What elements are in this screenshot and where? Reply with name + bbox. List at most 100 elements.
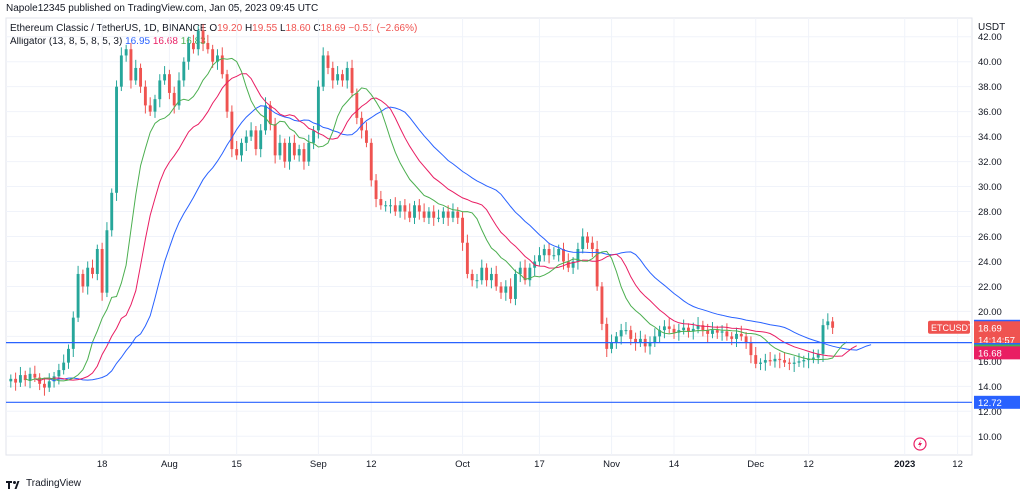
candle-body: [586, 236, 589, 243]
candle-body: [403, 205, 407, 212]
candle-body: [187, 42, 191, 62]
candle-body: [446, 211, 450, 218]
candle: [811, 349, 815, 364]
price-badge: [974, 321, 1020, 335]
candle-body: [509, 286, 513, 299]
candle-body: [739, 333, 743, 337]
x-tick-label: Sep: [310, 459, 327, 470]
candle: [355, 88, 359, 125]
candle-body: [384, 205, 388, 207]
candle-body: [91, 267, 94, 274]
candle: [715, 325, 719, 339]
price-badge-label: 14:14:57: [978, 336, 1015, 347]
candle: [754, 346, 758, 369]
candle-body: [62, 362, 66, 371]
candle-body: [259, 130, 263, 150]
candle-body: [81, 273, 85, 287]
ohlc-close: 18.69: [320, 23, 346, 34]
y-tick-label: 38.00: [978, 82, 1002, 93]
candle-body: [302, 149, 306, 162]
candle: [95, 244, 99, 281]
y-tick-label: 22.00: [978, 282, 1002, 293]
candle-body: [802, 360, 806, 362]
candle: [465, 234, 469, 279]
x-tick-label: Aug: [161, 459, 178, 470]
candle: [614, 332, 618, 349]
candle: [182, 57, 186, 87]
candle-body: [648, 342, 652, 347]
candle-body: [754, 355, 758, 364]
candle-body: [211, 49, 215, 62]
candle-body: [365, 130, 368, 143]
candle-body: [504, 286, 508, 293]
candle-body: [595, 248, 599, 287]
candle-body: [547, 248, 551, 256]
candle-body: [441, 211, 445, 218]
x-tick-label: 12: [803, 459, 814, 470]
candle-body: [110, 192, 114, 231]
y-tick-label: 14.00: [978, 382, 1002, 393]
candle: [542, 244, 546, 262]
candle-body: [552, 255, 556, 257]
y-tick-label: 36.00: [978, 107, 1002, 118]
candle: [119, 47, 123, 92]
candle: [634, 332, 638, 351]
candle: [528, 263, 532, 287]
symbol-tag-bg: [928, 320, 970, 334]
lightning-bolt-icon: [918, 440, 922, 448]
candle-body: [528, 267, 532, 281]
candle-body: [619, 330, 623, 337]
candle-body: [312, 130, 316, 143]
candle: [331, 61, 335, 89]
candle-body: [581, 236, 585, 249]
candle: [485, 263, 489, 287]
candle-body: [706, 330, 710, 334]
alligator-jaw-line: [49, 105, 872, 382]
y-tick-label: 42.00: [978, 32, 1002, 43]
candle-body: [437, 217, 440, 219]
candle-body: [307, 142, 311, 162]
candle-body: [811, 357, 815, 359]
candle: [38, 373, 42, 391]
candle: [76, 265, 80, 323]
symbol-row: Ethereum Classic / TetherUS, 1D, BINANCE…: [10, 22, 417, 35]
candle: [667, 318, 671, 334]
candle: [427, 207, 431, 225]
candle: [283, 138, 287, 168]
candle-body: [105, 230, 109, 293]
candle-body: [624, 330, 628, 332]
candle-body: [14, 378, 18, 383]
candle: [408, 203, 412, 223]
candle: [321, 47, 325, 92]
ohlc-open: 19.20: [217, 23, 243, 34]
candle: [547, 242, 551, 264]
y-tick-label: 10.00: [978, 432, 1002, 443]
indicator-title[interactable]: Alligator (13, 8, 5, 8, 5, 3): [10, 36, 123, 47]
candle-body: [240, 142, 243, 156]
x-tick-label: 18: [97, 459, 108, 470]
symbol-title[interactable]: Ethereum Classic / TetherUS, 1D, BINANCE: [10, 23, 207, 34]
candle: [254, 126, 258, 156]
candle-body: [33, 373, 37, 378]
candle: [653, 328, 657, 347]
candle-body: [331, 67, 335, 81]
candle: [687, 323, 690, 338]
candle: [586, 232, 589, 249]
ohlc-change: −0.51 (−2.66%): [348, 23, 418, 34]
candle: [67, 344, 70, 369]
x-tick-label: Oct: [455, 459, 470, 470]
candle: [365, 122, 368, 148]
candle: [398, 200, 402, 218]
symbol-tag-label: ETCUSDT: [931, 323, 974, 333]
candle-body: [735, 333, 738, 339]
candle-body: [826, 321, 830, 326]
x-tick-label: 14: [669, 459, 680, 470]
candle-body: [480, 267, 484, 281]
price-unit-label: USDT: [978, 22, 1006, 33]
candle-body: [465, 242, 469, 274]
candle-body: [153, 99, 157, 112]
y-tick-label: 24.00: [978, 257, 1002, 268]
candle: [163, 66, 167, 85]
candle: [437, 209, 440, 223]
